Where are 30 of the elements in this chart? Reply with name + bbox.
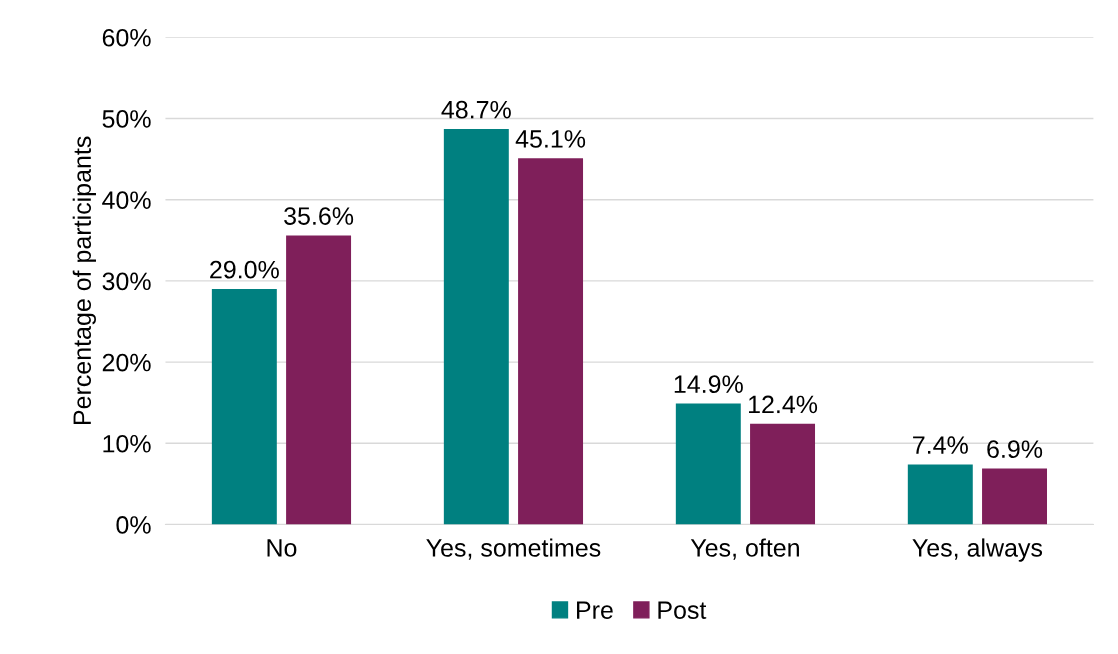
x-tick-label: Yes, always [912, 538, 1043, 562]
y-tick-label: 10% [103, 434, 151, 453]
y-tick-label: 50% [102, 110, 151, 128]
data-label: 48.7% [441, 100, 511, 119]
data-label: 7.4% [913, 436, 968, 454]
y-tick-label: 40% [102, 191, 151, 209]
x-tick-label: Yes, sometimes [426, 538, 601, 560]
data-label: 12.4% [749, 395, 818, 414]
y-tick-label: 20% [102, 353, 151, 372]
x-tick-label: No [267, 539, 297, 557]
data-label: 45.1% [515, 130, 586, 148]
data-label: 6.9% [987, 440, 1043, 458]
x-tick-label: Yes, often [690, 538, 799, 560]
y-tick-label: 60% [102, 28, 151, 47]
data-label: 35.6% [284, 207, 354, 225]
y-tick-label: 30% [102, 272, 151, 291]
bar [750, 423, 816, 525]
legend-label: Pre [577, 601, 613, 619]
bar [211, 289, 277, 525]
bar [286, 235, 352, 525]
bar [675, 403, 741, 525]
bar [907, 464, 973, 525]
bar [982, 468, 1048, 525]
data-label: 14.9% [674, 375, 743, 394]
data-label: 29.0% [210, 260, 279, 279]
legend-label: Post [658, 601, 707, 619]
y-tick-label: 0% [116, 516, 151, 534]
bar [443, 129, 509, 525]
bar [518, 158, 584, 525]
y-axis-title: Percentage of participants [72, 136, 96, 425]
